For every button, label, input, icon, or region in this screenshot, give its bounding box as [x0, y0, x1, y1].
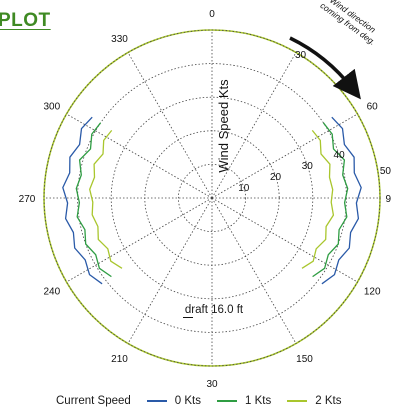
legend-label-1: 1 Kts	[245, 395, 272, 407]
wind-direction-arrow	[289, 36, 361, 100]
legend-label-2: 2 Kts	[315, 395, 342, 407]
radial-tick-20: 20	[270, 172, 282, 183]
spoke-150	[211, 197, 297, 344]
series-line-2-left	[89, 129, 123, 269]
legend-label-0: 0 Kts	[174, 395, 202, 407]
angle-label-30: 30	[295, 50, 307, 61]
angle-label-240: 240	[43, 287, 60, 298]
radial-axis-title: Wind Speed Kts	[216, 79, 231, 173]
labels-layer: 0 30 60 9 120 150 30 210 240 270 300 330 10 20 30 40 50 W…	[19, 9, 392, 390]
wind-direction-label: Wind direction coming from deg.	[318, 0, 383, 47]
angle-label-180: 30	[206, 379, 218, 390]
series-line-1-left	[75, 122, 112, 278]
angle-label-60: 60	[367, 102, 379, 113]
spoke-60	[211, 113, 358, 199]
angle-label-330: 330	[111, 34, 128, 45]
radial-tick-10: 10	[238, 183, 250, 194]
legend-title: Current Speed	[56, 395, 131, 407]
legend-item-1: 1 Kts	[217, 395, 271, 407]
radial-ring-10	[177, 163, 246, 232]
series-line-2-right	[301, 129, 335, 269]
radial-tick-40: 40	[334, 150, 346, 161]
legend-swatch-0	[146, 400, 167, 402]
spoke-330	[127, 52, 213, 199]
polar-grid	[43, 29, 381, 367]
angle-label-120: 120	[364, 287, 381, 298]
angle-label-90: 9	[385, 194, 391, 205]
series-line-0-left	[62, 116, 103, 285]
legend: Current Speed 0 Kts 1 Kts 2 Kts	[56, 395, 357, 407]
spoke-240	[66, 197, 213, 283]
page-title: PLOT	[0, 10, 51, 31]
spoke-30	[211, 52, 297, 199]
angle-label-210: 210	[111, 354, 128, 365]
legend-swatch-2	[287, 400, 308, 402]
draft-annotation: draft 16.0 ft	[185, 304, 244, 316]
series-layer	[62, 116, 362, 285]
angle-label-270: 270	[19, 194, 36, 205]
series-line-1-right	[312, 122, 349, 278]
legend-item-0: 0 Kts	[146, 395, 202, 407]
radial-tick-30: 30	[302, 161, 314, 172]
radial-ring-50	[43, 29, 381, 367]
legend-swatch-1	[217, 400, 238, 402]
angle-label-150: 150	[296, 354, 313, 365]
radial-ring-30	[110, 96, 314, 300]
spoke-210	[127, 197, 213, 344]
angle-label-300: 300	[43, 102, 60, 113]
series-line-0-right	[321, 116, 362, 285]
legend-item-2: 2 Kts	[287, 395, 341, 407]
radial-tick-50: 50	[380, 166, 392, 177]
angle-label-0: 0	[209, 9, 215, 20]
draft-tick	[183, 317, 193, 318]
spoke-120	[211, 197, 358, 283]
spoke-300	[66, 113, 213, 199]
